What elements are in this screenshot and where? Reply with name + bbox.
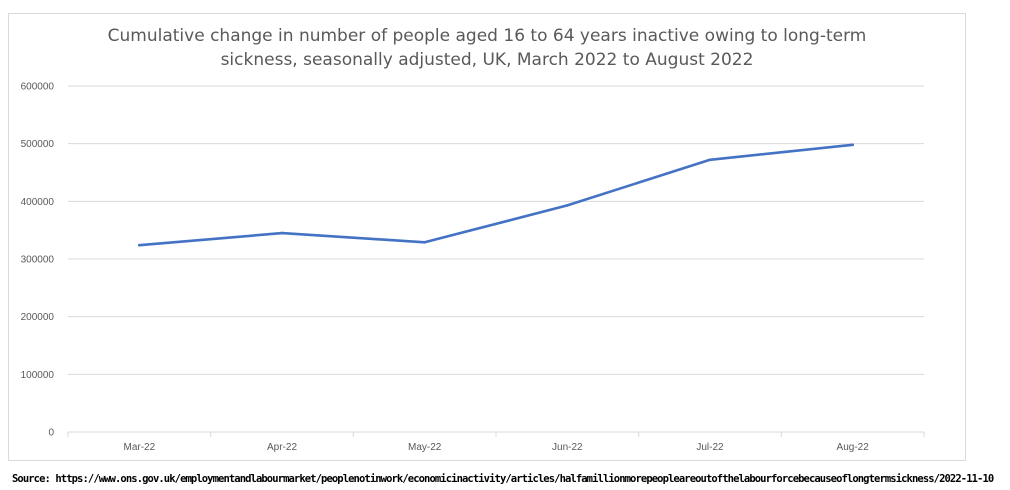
- series-line: [138, 143, 855, 247]
- y-tick-label: 100000: [21, 370, 55, 381]
- y-tick-label: 600000: [21, 82, 55, 93]
- chart-frame: Cumulative change in number of people ag…: [8, 13, 966, 461]
- data-point: [851, 143, 854, 147]
- chart-title: Cumulative change in number of people ag…: [9, 24, 965, 72]
- y-tick-label: 300000: [21, 255, 55, 266]
- x-tick-label: May-22: [408, 442, 442, 453]
- x-tick-label: Aug-22: [837, 442, 870, 453]
- data-point: [566, 204, 569, 207]
- line-chart: 0 100000 200000 300000 400000 500000 600000 Mar…: [21, 82, 925, 453]
- y-tick-label: 400000: [21, 197, 55, 208]
- y-tick-label: 500000: [21, 139, 55, 150]
- chart-title-line-1: Cumulative change in number of people ag…: [107, 26, 867, 46]
- x-tick-label: Apr-22: [267, 442, 297, 453]
- x-tick-label: Mar-22: [123, 442, 155, 453]
- source-note: Source: https://www.ons.gov.uk/employmen…: [12, 473, 994, 485]
- data-point: [708, 158, 712, 162]
- chart-title-line-2: sickness, seasonally adjusted, UK, March…: [220, 50, 754, 70]
- data-point: [138, 243, 141, 247]
- x-tick-label: Jun-22: [552, 442, 583, 453]
- y-tick-label: 0: [48, 428, 54, 439]
- data-point: [423, 240, 426, 244]
- x-tick-label: Jul-22: [696, 442, 724, 453]
- data-point: [280, 231, 284, 235]
- y-tick-label: 200000: [21, 312, 55, 323]
